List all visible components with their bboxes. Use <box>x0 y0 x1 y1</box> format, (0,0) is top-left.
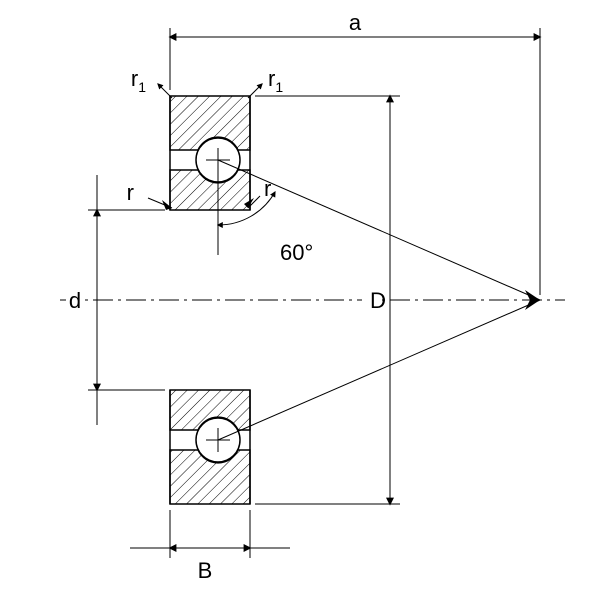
svg-text:d: d <box>69 288 81 313</box>
dimension-a <box>170 28 540 295</box>
label-a: a <box>349 10 362 35</box>
label-angle: 60° <box>280 240 313 265</box>
lower-outer-ring <box>170 450 250 504</box>
label-r1-right: r1 <box>268 66 283 95</box>
bearing-diagram: a r1 r1 r r 60° d D B D d <box>0 0 600 600</box>
dimension-B <box>130 510 290 558</box>
label-B: B <box>198 558 213 583</box>
label-r-inner: r <box>264 176 271 201</box>
svg-text:D: D <box>370 288 386 313</box>
lower-inner-ring <box>170 390 250 430</box>
upper-outer-ring <box>170 96 250 150</box>
label-r-outer: r <box>127 180 134 205</box>
upper-inner-ring <box>170 170 250 210</box>
label-r1-left: r1 <box>131 66 146 95</box>
